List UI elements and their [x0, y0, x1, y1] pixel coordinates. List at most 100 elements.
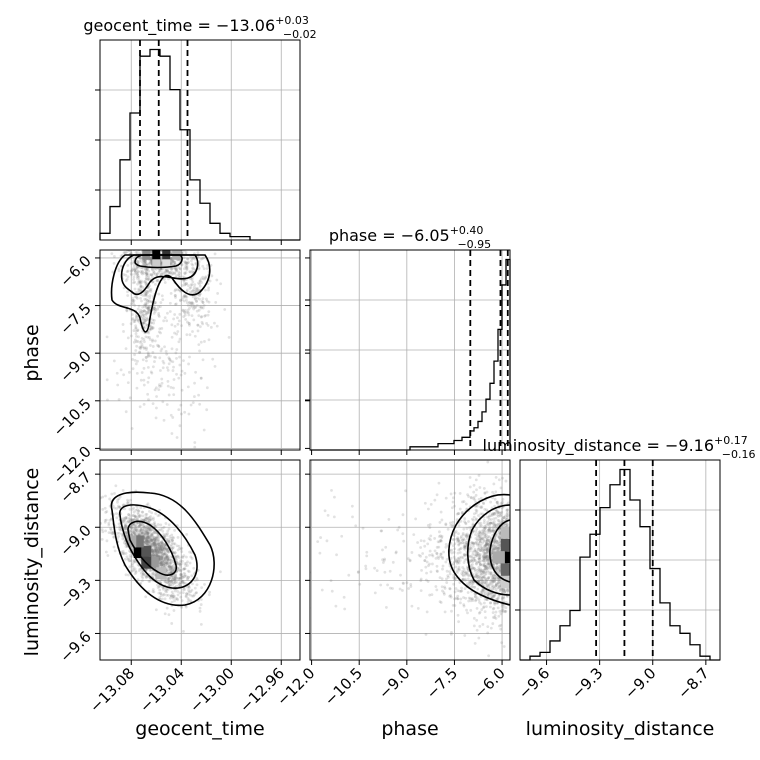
sample-point [150, 325, 154, 329]
sample-point [486, 576, 490, 580]
sample-point [164, 589, 167, 593]
sample-point [478, 557, 481, 561]
sample-point [455, 537, 458, 541]
sample-point [473, 559, 477, 562]
sample-point [387, 518, 391, 521]
sample-point [147, 244, 150, 247]
sample-point [473, 498, 477, 502]
sample-point [145, 301, 149, 305]
sample-point [160, 550, 164, 554]
sample-point [491, 581, 495, 584]
sample-point [157, 551, 161, 555]
sample-point [174, 302, 178, 306]
sample-point [130, 527, 134, 531]
sample-point [163, 580, 167, 584]
sample-point [156, 242, 159, 245]
sample-point [133, 532, 137, 536]
sample-point [174, 244, 177, 247]
sample-point [199, 623, 203, 626]
sample-point [190, 588, 194, 592]
sample-point [160, 562, 164, 565]
sample-point [183, 281, 186, 285]
sample-point [161, 359, 165, 363]
sample-point [168, 558, 172, 562]
sample-point [161, 593, 165, 597]
sample-point [151, 237, 154, 240]
sample-point [130, 525, 134, 529]
sample-point [161, 543, 165, 547]
sample-point [185, 282, 189, 285]
sample-point [143, 294, 147, 298]
sample-point [165, 549, 169, 553]
sample-point [105, 335, 109, 339]
sample-point [96, 486, 99, 489]
sample-point [149, 538, 153, 542]
sample-point [150, 245, 153, 248]
sample-point [427, 537, 431, 540]
sample-point [152, 550, 155, 554]
sample-point [491, 528, 495, 531]
sample-point [201, 275, 205, 279]
sample-point [161, 554, 164, 558]
sample-point [181, 576, 185, 579]
sample-point [157, 541, 161, 544]
sample-point [465, 537, 469, 541]
sample-point [465, 534, 469, 538]
sample-point [179, 403, 183, 407]
sample-point [486, 543, 490, 547]
sample-point [480, 569, 484, 572]
sample-point [493, 616, 497, 620]
sample-point [134, 246, 137, 249]
sample-point [172, 386, 175, 390]
sample-point [146, 517, 150, 521]
sample-point [211, 357, 215, 361]
sample-point [489, 529, 493, 533]
sample-point [144, 292, 148, 296]
sample-point [147, 245, 150, 248]
sample-point [164, 268, 168, 272]
sample-point [373, 566, 377, 570]
sample-point [151, 541, 155, 545]
sample-point [147, 539, 150, 543]
sample-point [476, 532, 480, 536]
sample-point [147, 306, 150, 309]
sample-point [151, 280, 154, 284]
sample-point [484, 543, 488, 547]
sample-point [398, 587, 402, 591]
sample-point [138, 524, 141, 528]
sample-point [144, 282, 148, 285]
sample-point [132, 299, 136, 302]
sample-point [209, 325, 213, 329]
sample-point [487, 528, 491, 532]
sample-point [197, 266, 201, 270]
sample-point [154, 551, 157, 554]
sample-point [111, 270, 115, 274]
sample-point [478, 548, 482, 552]
sample-point [152, 545, 155, 549]
sample-point [147, 398, 150, 402]
sample-point [189, 283, 193, 287]
sample-point [138, 350, 142, 354]
sample-point [192, 566, 196, 570]
sample-point [494, 547, 498, 551]
sample-point [171, 538, 174, 542]
sample-point [168, 571, 172, 575]
sample-point [117, 497, 121, 501]
sample-point [491, 615, 495, 619]
sample-point [482, 547, 486, 550]
sample-point [494, 577, 498, 581]
sample-point [499, 514, 503, 518]
sample-point [481, 572, 485, 576]
sample-point [121, 520, 125, 524]
sample-point [201, 301, 205, 304]
sample-point [148, 527, 152, 531]
sample-point [134, 267, 137, 271]
sample-point [160, 597, 164, 601]
sample-point [146, 540, 150, 544]
sample-point [488, 521, 492, 525]
sample-point [456, 540, 459, 544]
sample-point [479, 549, 483, 552]
sample-point [101, 508, 105, 511]
sample-point [141, 358, 145, 362]
sample-point [495, 524, 498, 528]
